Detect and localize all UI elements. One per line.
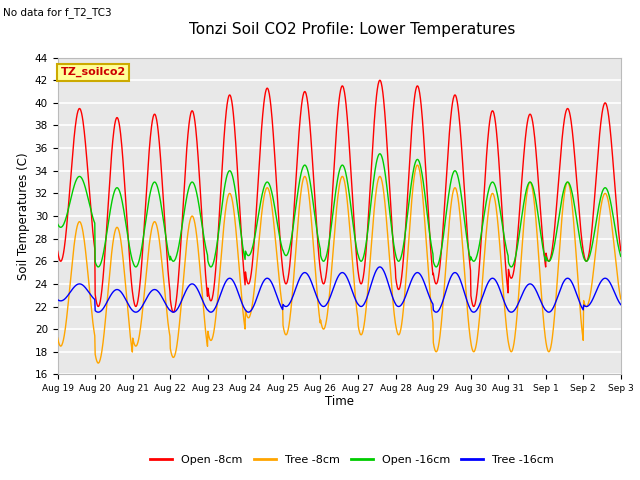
Legend: Open -8cm, Tree -8cm, Open -16cm, Tree -16cm: Open -8cm, Tree -8cm, Open -16cm, Tree -… xyxy=(145,451,559,469)
X-axis label: Time: Time xyxy=(324,395,354,408)
Text: TZ_soilco2: TZ_soilco2 xyxy=(60,67,125,77)
Text: No data for f_T2_TC3: No data for f_T2_TC3 xyxy=(3,7,112,18)
Y-axis label: Soil Temperatures (C): Soil Temperatures (C) xyxy=(17,152,31,280)
Text: Tonzi Soil CO2 Profile: Lower Temperatures: Tonzi Soil CO2 Profile: Lower Temperatur… xyxy=(189,22,515,36)
